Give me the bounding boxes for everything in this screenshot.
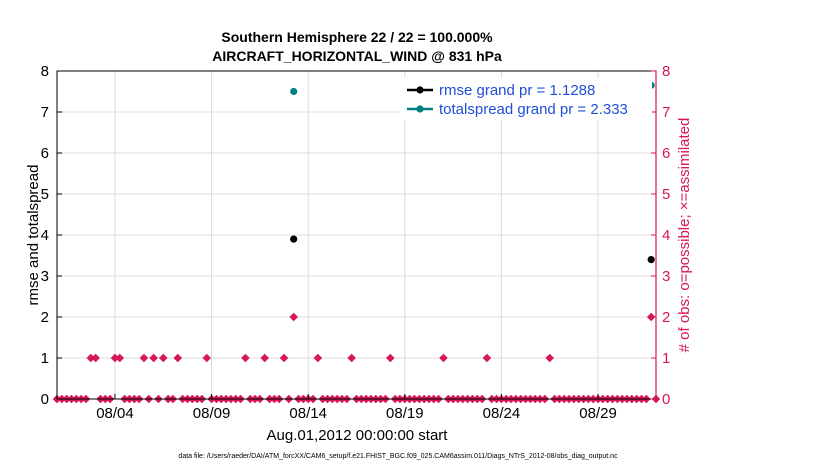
chart-title-line1: Southern Hemisphere 22 / 22 = 100.000%	[221, 29, 493, 45]
obs-count-marker-105	[86, 353, 96, 363]
obs-count-marker-109	[139, 353, 149, 363]
obs-count-marker-117	[313, 353, 323, 363]
y-tick-label-right-0: 0	[662, 391, 670, 408]
legend-label-0: rmse grand pr = 1.1288	[439, 82, 595, 99]
obs-count-marker-112	[173, 353, 183, 363]
x-axis: 08/04 08/09 08/14 08/19 08/24 08/29	[96, 394, 617, 422]
y-tick-label-right-5: 5	[662, 186, 670, 203]
y-tick-label-left-2: 2	[41, 309, 49, 326]
x-axis-label: Aug.01,2012 00:00:00 start	[267, 427, 449, 444]
obs-count-marker-114	[241, 353, 250, 363]
legend: rmse grand pr = 1.1288 totalspread grand …	[400, 78, 652, 120]
y-axis-label-right: # of obs: o=possible; ×=assimilated	[676, 118, 693, 353]
obs-count-marker-106	[91, 353, 100, 363]
y-tick-label-left-0: 0	[41, 391, 49, 408]
series-0-point-1	[647, 256, 655, 264]
y-tick-label-left-6: 6	[41, 145, 49, 162]
x-tick-label-2: 08/14	[289, 405, 327, 422]
x-tick-label-5: 08/29	[579, 405, 617, 422]
obs-count-marker-123	[289, 312, 299, 322]
y-tick-label-right-2: 2	[662, 309, 670, 326]
y-axis-label-left: rmse and totalspread	[25, 165, 42, 306]
y-tick-label-right-8: 8	[662, 63, 670, 80]
obs-count-marker-111	[158, 353, 168, 363]
obs-count-marker-115	[260, 353, 270, 363]
obs-count-marker-122	[545, 353, 555, 363]
chart-title-line2: AIRCRAFT_HORIZONTAL_WIND @ 831 hPa	[212, 48, 502, 64]
obs-count-marker-118	[347, 353, 356, 363]
y-tick-label-left-4: 4	[41, 227, 49, 244]
y-tick-label-right-4: 4	[662, 227, 670, 244]
y-tick-label-right-1: 1	[662, 350, 670, 367]
obs-count-marker-107	[110, 353, 120, 363]
legend-label-1: totalspread grand pr = 2.333	[439, 101, 628, 118]
legend-box	[400, 78, 652, 120]
x-tick-label-3: 08/19	[386, 405, 424, 422]
series-0-point-0	[290, 235, 298, 243]
left-y-axis: 0 1 2 3 4 5 6 7 8	[41, 63, 62, 408]
x-tick-label-4: 08/24	[483, 405, 521, 422]
obs-count-marker-120	[439, 353, 448, 363]
obs-count-marker-121	[482, 353, 492, 363]
y-tick-label-right-7: 7	[662, 104, 670, 121]
y-tick-label-left-3: 3	[41, 268, 49, 285]
y-tick-label-right-6: 6	[662, 145, 670, 162]
y-tick-label-left-1: 1	[41, 350, 49, 367]
y-tick-label-left-7: 7	[41, 104, 49, 121]
obs-count-marker-108	[115, 353, 125, 363]
y-tick-label-left-8: 8	[41, 63, 49, 80]
obs-count-marker-110	[149, 353, 158, 363]
data-series	[290, 81, 655, 264]
y-tick-label-left-5: 5	[41, 186, 49, 203]
x-tick-label-0: 08/04	[96, 405, 134, 422]
x-tick-label-1: 08/09	[193, 405, 231, 422]
obs-count-marker-119	[386, 353, 395, 363]
obs-count-marker-113	[202, 353, 212, 363]
y-tick-label-right-3: 3	[662, 268, 670, 285]
right-y-axis: 0 1 2 3 4 5 6 7 8	[651, 63, 670, 408]
legend-marker-0	[416, 86, 424, 94]
legend-marker-1	[416, 105, 424, 113]
data-file-footer: data file: /Users/raeder/DAI/ATM_forcXX/…	[178, 453, 618, 460]
series-1-point-0	[290, 87, 298, 96]
obs-count-marker-116	[279, 353, 289, 363]
